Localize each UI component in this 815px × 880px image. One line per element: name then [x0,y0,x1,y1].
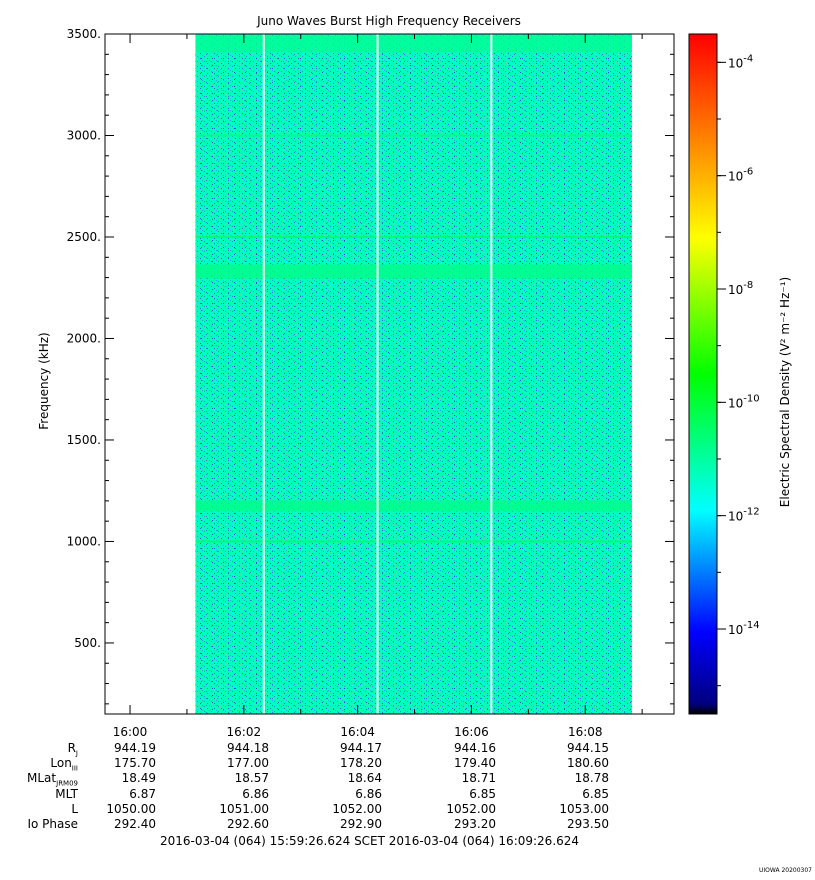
colorbar-frame [688,33,718,715]
y-tick-label-6: 3500. [67,27,101,41]
x-tick-label-2: 16:04 [340,725,375,739]
y-tick-label-5: 3000. [67,128,101,142]
ephemeris-value: 293.20 [454,817,496,831]
colorbar-ticks: 10-14 10-12 10-10 10-8 10-6 10-4 [717,53,760,687]
chart-title: Juno Waves Burst High Frequency Receiver… [256,14,521,28]
ephemeris-value: 1050.00 [106,801,156,816]
x-tick-label-1: 16:02 [227,725,262,739]
noise-texture-2 [195,34,632,714]
emission-band-4 [195,500,632,512]
emission-band-5 [195,540,632,543]
ephemeris-value: 944.15 [567,741,609,755]
cbar-tick-label-1: 10-12 [728,507,760,524]
x-tick-label-4: 16:08 [568,725,603,739]
spectrogram-data [195,34,632,714]
ephemeris-value: 177.00 [227,756,269,771]
data-gap-2 [490,34,493,714]
emission-band-0 [195,36,632,53]
ephemeris-label-2: MLatJRM09 [27,771,78,788]
y-tick-label-4: 2500. [67,230,101,244]
ephemeris-label-4: L [71,801,78,816]
colorbar-label: Electric Spectral Density (V² m⁻² Hz⁻¹) [778,277,792,507]
x-axis: 16:00 16:02 16:04 16:06 16:08 [113,34,643,739]
x-tick-label-0: 16:00 [113,725,148,739]
ephemeris-value: 6.86 [355,786,382,801]
ephemeris-value: 1051.00 [219,801,269,816]
plot-area: 500. 1000. 1500. 2000. 2500. 3000. 3500. 16:00… [67,27,675,739]
cbar-tick-label-4: 10-6 [728,167,753,184]
credit-stamp: UIOWA 20200307 [759,867,812,874]
time-range-footer: 2016-03-04 (064) 15:59:26.624 SCET 2016-… [160,834,580,848]
ephemeris-label-1: LonIII [50,756,78,773]
cbar-tick-label-0: 10-14 [728,620,760,637]
ephemeris-label-0: RJ [67,741,78,758]
ephemeris-value: 944.16 [454,741,496,755]
y-axis: 500. 1000. 1500. 2000. 2500. 3000. 3500. [67,27,674,705]
cbar-tick-label-5: 10-4 [728,53,753,70]
ephemeris-value: 178.20 [340,756,382,771]
ephemeris-value: 6.85 [469,786,496,801]
ephemeris-value: 18.71 [461,771,496,786]
y-tick-label-0: 500. [74,636,101,650]
ephemeris-value: 6.85 [582,786,609,801]
ephemeris-value: 1052.00 [332,801,382,816]
ephemeris-value: 1052.00 [446,801,496,816]
y-tick-label-2: 1500. [67,433,101,447]
y-tick-label-3: 2000. [67,331,101,345]
ephemeris-value: 18.57 [234,771,269,786]
ephemeris-value: 1053.00 [559,801,609,816]
emission-band-1 [195,134,632,137]
data-gaps [262,34,493,714]
colorbar: 10-14 10-12 10-10 10-8 10-6 10-4 [688,33,760,715]
ephemeris-value: 6.87 [129,786,156,801]
ephemeris-value: 944.19 [114,741,156,755]
emission-band-2 [195,235,632,238]
cbar-tick-label-2: 10-10 [728,393,760,410]
ephemeris-value: 292.90 [340,817,382,831]
data-gap-0 [262,34,265,714]
x-tick-label-3: 16:06 [454,725,489,739]
ephemeris-value: 18.64 [347,771,382,786]
ephemeris-value: 6.86 [242,786,269,801]
ephemeris-value: 293.50 [567,817,609,831]
ephemeris-value: 292.40 [114,817,156,831]
ephemeris-value: 292.60 [227,817,269,831]
emission-band-3 [195,264,632,279]
ephemeris-label-3: MLT [55,786,78,801]
ephemeris-value: 180.60 [567,756,609,771]
plot-frame [104,33,675,715]
cbar-tick-label-3: 10-8 [728,280,753,297]
data-gap-1 [376,34,379,714]
ephemeris-value: 944.18 [227,741,269,755]
y-axis-label: Frequency (kHz) [37,332,51,429]
y-tick-label-1: 1000. [67,534,101,548]
ephemeris-label-5: Io Phase [27,817,78,831]
colorbar-gradient [689,34,717,714]
ephemeris-value: 944.17 [340,741,382,755]
ephemeris-value: 175.70 [114,756,156,771]
ephemeris-value: 18.78 [574,771,609,786]
ephemeris-value: 179.40 [454,756,496,771]
ephemeris-value: 18.49 [121,771,156,786]
